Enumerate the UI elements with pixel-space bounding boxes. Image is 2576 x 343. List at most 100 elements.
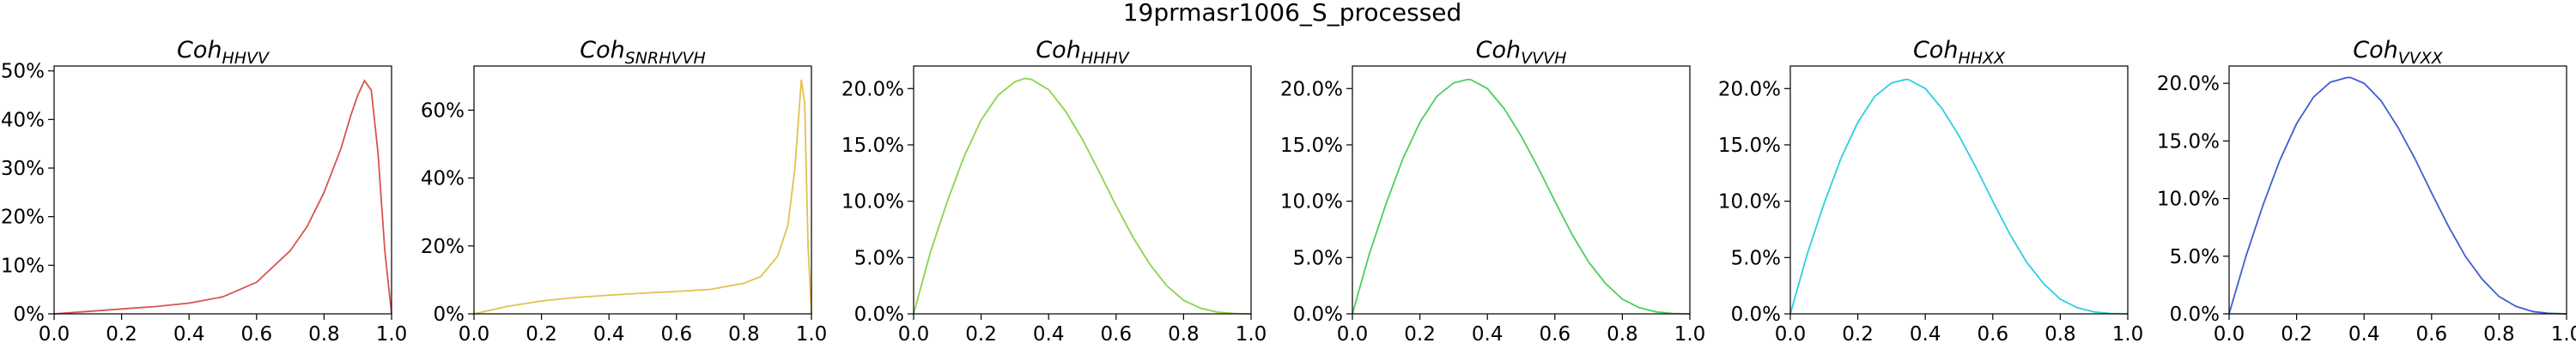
panel-title-main: Coh <box>2353 37 2397 63</box>
x-tick-label: 0.2 <box>1842 323 1874 343</box>
y-tick-label: 5.0% <box>1293 247 1343 269</box>
panel-title: CohHHHV <box>1036 37 1130 68</box>
x-tick-label: 0.2 <box>2281 323 2312 343</box>
y-tick-label: 10.0% <box>841 191 904 214</box>
y-tick-label: 15.0% <box>2157 130 2220 153</box>
chart-panel-vvvh: CohVVVH 0.0 0.2 0.4 0.6 0.8 1.0 0.0% 5.0% 10.0% 15… <box>1280 37 1705 343</box>
x-tick-label: 0.8 <box>1168 323 1200 343</box>
x-tick-label: 1.0 <box>2551 323 2576 343</box>
y-tick-label: 5.0% <box>1731 247 1781 269</box>
x-tick-label: 0.6 <box>1540 323 1571 343</box>
y-tick-label: 50% <box>1 61 45 83</box>
panel-title: CohVVXX <box>2353 37 2443 68</box>
y-tick-label: 15.0% <box>841 135 904 157</box>
x-tick-label: 0.8 <box>2044 323 2076 343</box>
series-line <box>914 78 1251 314</box>
panel-title-subscript: HHHV <box>1081 49 1131 68</box>
y-tick-label: 5.0% <box>2170 246 2220 268</box>
y-tick-label: 0.0% <box>1293 304 1343 326</box>
panel-title: CohSNRHVVH <box>580 37 706 68</box>
y-tick-label: 10.0% <box>1280 191 1343 214</box>
y-tick-label: 0.0% <box>854 304 904 326</box>
y-tick-label: 20.0% <box>2157 73 2220 95</box>
y-tick-label: 20.0% <box>1280 78 1343 100</box>
x-tick-label: 0.8 <box>308 323 340 343</box>
chart-panel-hhhv: CohHHHV 0.0 0.2 0.4 0.6 0.8 1.0 0.0% 5.0% 10.0% 15… <box>841 37 1267 343</box>
x-tick-label: 0.0 <box>39 323 70 343</box>
axes-frame <box>2229 66 2567 314</box>
chart-panel-vvxx: CohVVXX 0.0 0.2 0.4 0.6 0.8 1.0 0.0% 5.0% 10.0% 15… <box>2157 37 2576 343</box>
axes-frame <box>54 66 392 314</box>
y-tick-label: 20.0% <box>1718 78 1781 100</box>
panel-title-subscript: SNRHVVH <box>625 49 706 68</box>
x-tick-label: 0.0 <box>1775 323 1807 343</box>
x-tick-label: 0.0 <box>459 323 490 343</box>
panel-title: CohHHVV <box>177 37 270 68</box>
series-line <box>1790 80 2128 314</box>
y-tick-label: 0.0% <box>1731 304 1781 326</box>
x-tick-label: 1.0 <box>1674 323 1706 343</box>
x-tick-label: 0.6 <box>2416 323 2448 343</box>
y-tick-label: 20% <box>421 236 465 258</box>
y-tick-label: 40% <box>421 168 465 190</box>
y-tick-label: 0.0% <box>2170 304 2220 326</box>
x-tick-label: 0.8 <box>728 323 760 343</box>
x-tick-label: 0.0 <box>1337 323 1369 343</box>
x-tick-label: 0.0 <box>898 323 930 343</box>
x-tick-label: 0.8 <box>2483 323 2515 343</box>
x-tick-label: 1.0 <box>376 323 408 343</box>
x-tick-label: 0.4 <box>593 323 625 343</box>
y-tick-label: 20.0% <box>841 78 904 100</box>
chart-panel-snrhvvh: CohSNRHVVH 0.0 0.2 0.4 0.6 0.8 1.0 0% 20% 40% 60% <box>421 37 827 343</box>
figure-title: 19prmasr1006_S_processed <box>1123 0 1462 27</box>
x-tick-label: 0.6 <box>241 323 273 343</box>
axes-frame <box>914 66 1251 314</box>
panel-title-main: Coh <box>1036 37 1080 63</box>
x-tick-label: 0.6 <box>661 323 693 343</box>
chart-panel-hhvv: CohHHVV 0.0 0.2 0.4 0.6 0.8 1.0 0% 10% 20% 30% 40% 5… <box>1 37 407 343</box>
series-line <box>1352 80 1690 314</box>
y-tick-label: 30% <box>1 158 45 180</box>
panel-title-subscript: VVVH <box>1521 49 1566 68</box>
series-line <box>2229 77 2567 314</box>
panel-title-main: Coh <box>1476 37 1521 63</box>
x-tick-label: 0.6 <box>1101 323 1133 343</box>
y-tick-label: 5.0% <box>854 247 904 269</box>
panel-title-subscript: HHXX <box>1958 49 2006 68</box>
y-tick-label: 15.0% <box>1280 135 1343 157</box>
panel-title-main: Coh <box>580 37 624 63</box>
x-tick-label: 0.4 <box>1033 323 1065 343</box>
x-tick-label: 0.0 <box>2214 323 2245 343</box>
x-tick-label: 0.4 <box>2348 323 2380 343</box>
panel-title-main: Coh <box>177 37 222 63</box>
x-tick-label: 0.4 <box>1910 323 1941 343</box>
series-line <box>54 81 392 314</box>
x-tick-label: 1.0 <box>2112 323 2144 343</box>
y-tick-label: 10.0% <box>2157 189 2220 211</box>
y-tick-label: 60% <box>421 99 465 122</box>
x-tick-label: 1.0 <box>1236 323 1267 343</box>
panel-title-subscript: VVXX <box>2398 49 2444 68</box>
y-tick-label: 10% <box>1 255 45 277</box>
x-tick-label: 0.2 <box>965 323 997 343</box>
panel-title-main: Coh <box>1913 37 1958 63</box>
y-tick-label: 10.0% <box>1718 191 1781 214</box>
series-line <box>474 80 811 314</box>
y-tick-label: 40% <box>1 109 45 131</box>
panel-title-subscript: HHVV <box>222 49 270 68</box>
chart-panel-hhxx: CohHHXX 0.0 0.2 0.4 0.6 0.8 1.0 0.0% 5.0% 10.0% 15… <box>1718 37 2143 343</box>
x-tick-label: 0.2 <box>106 323 137 343</box>
x-tick-label: 0.4 <box>1472 323 1504 343</box>
x-tick-label: 0.2 <box>1404 323 1436 343</box>
x-tick-label: 0.2 <box>526 323 557 343</box>
y-tick-label: 0% <box>14 304 46 326</box>
x-tick-label: 0.8 <box>1607 323 1638 343</box>
y-tick-label: 0% <box>434 304 465 326</box>
panel-title: CohVVVH <box>1476 37 1567 68</box>
axes-frame <box>1790 66 2128 314</box>
panel-title: CohHHXX <box>1913 37 2006 68</box>
y-tick-label: 15.0% <box>1718 135 1781 157</box>
x-tick-label: 0.4 <box>173 323 205 343</box>
